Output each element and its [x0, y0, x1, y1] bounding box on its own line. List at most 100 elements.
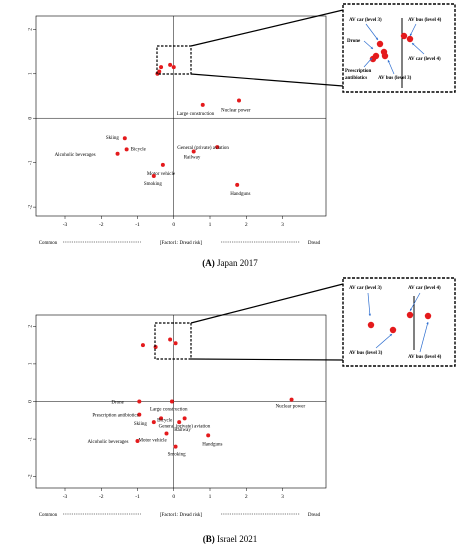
data-point — [200, 102, 205, 107]
point-label: Handguns — [230, 192, 250, 197]
x-tick-label: 3 — [281, 222, 284, 228]
x-axis-left-label: Common — [39, 241, 58, 246]
point-label: Alcoholic beverages — [55, 153, 96, 158]
data-point — [140, 343, 145, 348]
data-point — [159, 416, 164, 421]
x-tick-label: -1 — [135, 222, 140, 228]
inset-label: AV car (level 4) — [408, 57, 441, 62]
data-point — [169, 399, 174, 404]
inset-data-point — [406, 35, 414, 43]
x-tick-label: 3 — [281, 494, 284, 500]
inset-arrow — [419, 321, 429, 353]
zoom-connector — [190, 73, 344, 87]
zoom-connector — [190, 358, 344, 361]
x-tick-label: 0 — [172, 222, 175, 228]
inset-label: Prescription — [345, 69, 372, 74]
inset-label: AV car (level 4) — [408, 286, 441, 291]
chart-panel-a: -3 -2 -1 0 1 2 3 -2 -1 0 1 2 Common [Factor1: Dread r… — [27, 3, 456, 246]
inset-arrow — [375, 333, 393, 349]
inset-arrowhead — [409, 33, 413, 36]
inset-data-point — [376, 40, 384, 48]
data-point — [173, 341, 178, 346]
point-label: Bicycle — [157, 418, 173, 423]
data-point — [237, 98, 241, 103]
inset-data-point — [406, 311, 414, 319]
point-label: Alcoholic beverages — [88, 440, 129, 445]
y-tick-label: 1 — [27, 362, 33, 365]
x-tick-label: 1 — [209, 494, 212, 500]
point-label: Nuclear power — [276, 405, 306, 410]
zoom-connector — [190, 9, 344, 47]
inset-arrowhead — [410, 308, 413, 311]
inset-data-point — [400, 32, 408, 40]
inset-data-point — [381, 52, 389, 60]
inset-arrowhead — [370, 46, 373, 49]
point-label: Skiing — [134, 422, 148, 427]
inset-label: AV car (level 3) — [349, 18, 382, 23]
point-label: General (private) aviation — [177, 146, 229, 151]
y-tick-label: 2 — [27, 28, 33, 31]
data-point — [151, 174, 156, 178]
y-tick-label: -1 — [27, 437, 33, 442]
inset-arrowhead — [375, 37, 378, 40]
data-point — [159, 65, 164, 70]
point-label: Smoking — [144, 182, 163, 187]
data-point — [206, 433, 211, 438]
inset-label: AV bus (level 4) — [408, 355, 442, 360]
plot-frame — [35, 15, 327, 217]
inset-arrowhead — [387, 60, 390, 63]
data-point — [182, 416, 187, 421]
point-label: Railway — [184, 156, 201, 161]
y-tick-label: 0 — [27, 400, 33, 403]
inset-label: antibiotics — [345, 76, 367, 81]
x-tick-label: -2 — [99, 222, 104, 228]
inset-arrow — [365, 23, 379, 41]
data-point — [164, 431, 169, 436]
inset-arrow — [409, 292, 421, 312]
data-point — [177, 420, 182, 425]
data-point — [124, 147, 129, 152]
point-label: Drone — [111, 401, 124, 406]
x-axis-label: [Factor1: Dread risk] — [160, 241, 203, 246]
data-point — [115, 151, 120, 156]
caption-b-letter: (B) — [202, 534, 215, 544]
inset-data-point — [424, 312, 432, 320]
zoom-connector — [190, 283, 344, 324]
inset-callout — [342, 3, 456, 93]
caption-b: (B) Israel 2021 — [0, 534, 460, 544]
point-label: Motor vehicle — [147, 172, 176, 177]
x-tick-label: -2 — [99, 494, 104, 500]
point-label: Large construction — [150, 408, 188, 413]
zoom-region — [156, 45, 192, 75]
data-point — [137, 399, 142, 404]
inset-arrowhead — [412, 43, 415, 46]
inset-callout — [342, 277, 456, 367]
x-tick-label: 0 — [172, 494, 175, 500]
y-tick-label: -2 — [27, 474, 33, 479]
data-point — [160, 162, 165, 167]
caption-a: (A) Japan 2017 — [0, 258, 460, 268]
x-axis-label: [Factor1: Dread risk] — [160, 513, 203, 518]
x-tick-label: -3 — [63, 222, 68, 228]
x-axis-left-label: Common — [39, 513, 58, 518]
y-tick-label: 0 — [27, 117, 33, 120]
caption-a-letter: (A) — [202, 258, 215, 268]
inset-arrowhead — [369, 58, 372, 61]
inset-label: AV car (level 3) — [349, 286, 382, 291]
data-point — [173, 444, 178, 449]
inset-data-point — [369, 55, 377, 63]
inset-arrowhead — [389, 334, 392, 337]
data-point — [235, 182, 240, 187]
data-point — [168, 337, 173, 342]
inset-label: AV bus (level 3) — [378, 76, 412, 81]
y-tick-label: -2 — [27, 205, 33, 210]
data-point — [135, 438, 140, 443]
data-point — [137, 412, 142, 417]
inset-data-point — [389, 326, 397, 334]
x-axis-right-label: Dread — [308, 513, 321, 518]
data-point — [191, 149, 196, 154]
caption-b-text: Israel 2021 — [217, 534, 258, 544]
x-axis-right-label: Dread — [308, 241, 321, 246]
data-point — [171, 65, 176, 70]
